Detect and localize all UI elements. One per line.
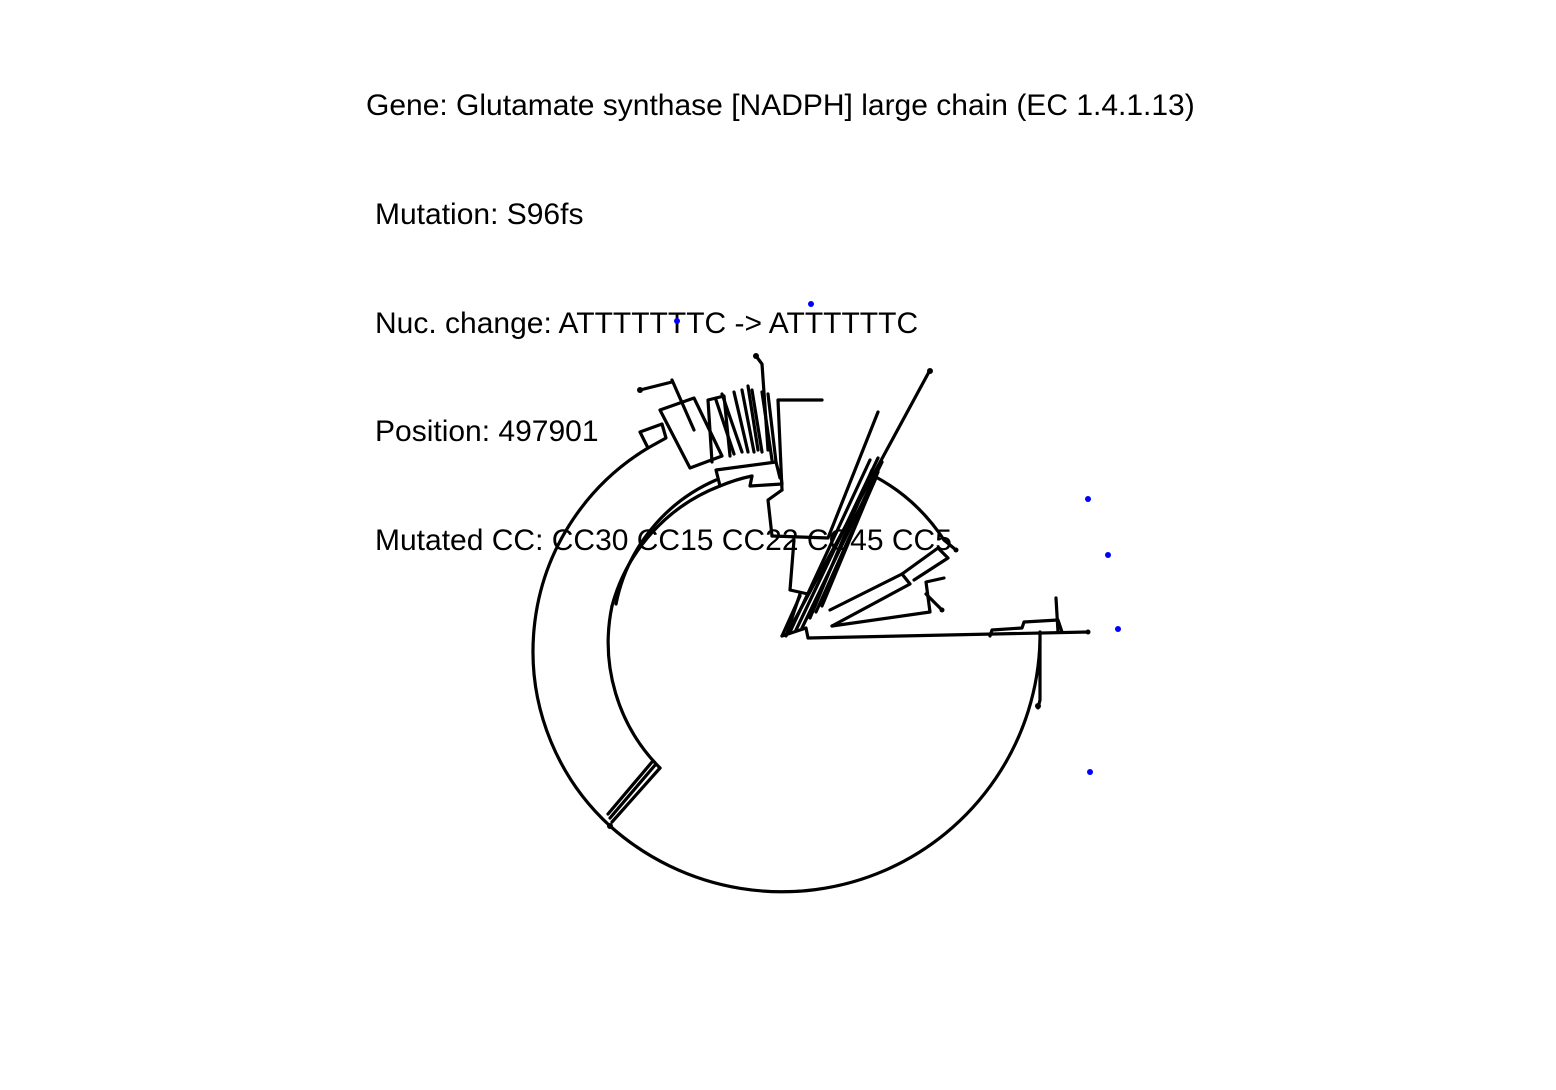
mutation-marker — [808, 301, 814, 307]
tip-dot — [927, 368, 933, 374]
branch-arc-outer-bottom — [608, 638, 1042, 894]
mutation-marker — [1115, 626, 1121, 632]
tip-dot — [939, 607, 945, 613]
branch-right-1 — [828, 572, 912, 628]
branch-upper-tall-3 — [766, 392, 778, 464]
branch-upper-left-tip — [638, 380, 674, 392]
title-position: Position: 497901 — [375, 415, 599, 449]
branch-fan-2 — [770, 410, 880, 540]
title-gene: Gene: Glutamate synthase [NADPH] large c… — [366, 89, 1195, 123]
branch-arc-inner — [606, 604, 662, 770]
branch-upper-left-1 — [638, 422, 668, 450]
branch-right-3 — [942, 538, 958, 552]
branch-upper-mid-5 — [740, 388, 756, 454]
branch-fan-5 — [788, 458, 872, 634]
branch-arc-right — [872, 474, 946, 542]
branch-fan-10 — [820, 470, 880, 608]
mutation-marker — [1085, 496, 1091, 502]
branch-arc-inner-3 — [718, 474, 754, 488]
tip-dot — [753, 353, 759, 359]
mutation-marker — [1105, 552, 1111, 558]
branch-upper-left-3 — [670, 378, 696, 432]
mutation-marker — [674, 318, 680, 324]
branch-upper-mid-4 — [732, 390, 750, 454]
branch-connector-lower-2 — [608, 762, 658, 820]
tree-branches — [531, 354, 1090, 894]
mutation-markers — [674, 301, 1121, 775]
tip-dot — [953, 547, 959, 553]
branch-root — [780, 594, 802, 638]
branch-arc-outer-left — [531, 446, 650, 828]
title-nuc-change: Nuc. change: ATTTTTTTC -> ATTTTTTC — [375, 306, 919, 340]
branch-connector-lower — [610, 766, 662, 824]
title-mutation: Mutation: S96fs — [375, 198, 584, 231]
branch-arc-inner-2 — [614, 478, 718, 606]
branch-arc-inner-top — [610, 484, 722, 608]
tip-dot — [607, 823, 613, 829]
branch-upper-box — [714, 460, 782, 488]
branch-horizontal — [780, 626, 1090, 640]
branch-upper-right-stem — [776, 398, 824, 492]
branch-upper-mid-1 — [706, 394, 732, 464]
branch-connector-lower-3 — [606, 760, 654, 816]
tip-dot — [1085, 629, 1091, 635]
mutation-marker — [1087, 769, 1093, 775]
branch-upper-tall-2 — [760, 390, 774, 462]
branch-upper-mid-7 — [750, 388, 764, 454]
branch-fan-8 — [808, 468, 874, 620]
branch-fan-1 — [766, 488, 784, 538]
tip-dot — [637, 387, 643, 393]
branch-fan-3 — [788, 538, 810, 596]
branch-right-5 — [924, 592, 944, 612]
tip-dots — [607, 353, 1091, 829]
tip-dot — [1035, 703, 1041, 709]
branch-upper-mid-3 — [720, 392, 744, 454]
branch-upper-mid-2 — [714, 398, 736, 456]
branch-horizontal-3 — [1054, 596, 1060, 634]
branch-right-2 — [900, 546, 950, 582]
branch-upper-mid-6 — [746, 384, 760, 452]
